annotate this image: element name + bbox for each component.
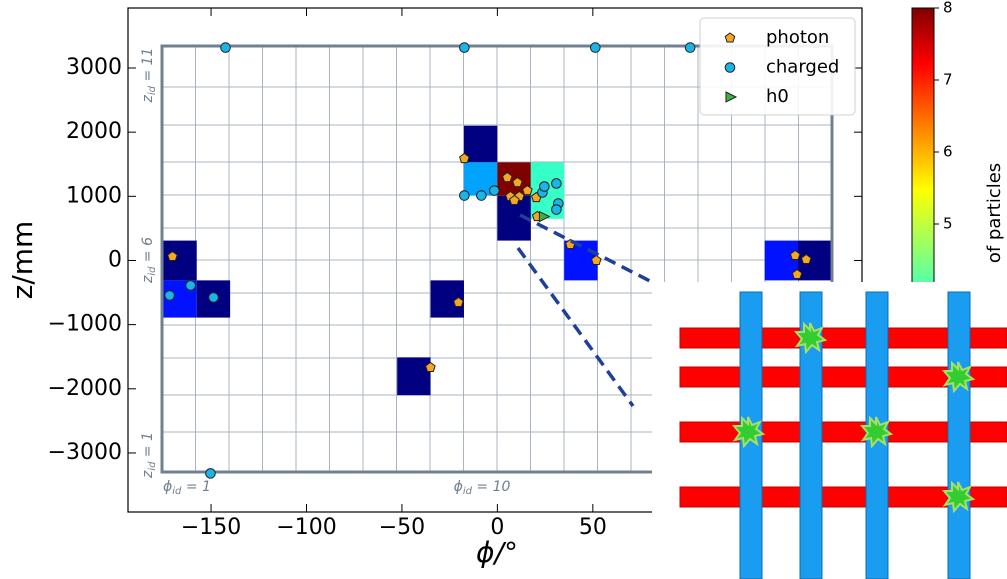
zoom-line (516, 246, 635, 408)
plot: zid = 11 zid = 6 zid = 1 ϕid = 1 ϕid = 10 −15… (6, 7, 863, 569)
annotation: ϕid = 1 (163, 479, 211, 497)
legend-marker (724, 32, 736, 43)
legend: photon charged h0 (699, 17, 856, 116)
x-tick-label: 50 (579, 515, 607, 540)
point (459, 42, 470, 53)
point (539, 181, 550, 192)
colorbar-tick-label: 7 (943, 71, 953, 89)
point (459, 190, 470, 201)
point (800, 253, 812, 264)
colorbar-label: of particles (984, 163, 1005, 263)
point (590, 42, 601, 53)
point (512, 176, 523, 188)
annotation: zid = 11 (140, 48, 158, 104)
y-tick-label: 1000 (66, 183, 122, 208)
colorbar-tick-label: 5 (943, 215, 953, 233)
point (476, 190, 487, 201)
point (205, 468, 216, 479)
y-tick-label: −1000 (48, 312, 122, 337)
legend-marker (724, 62, 736, 73)
point (501, 171, 513, 183)
inset (652, 282, 1007, 579)
cell (163, 240, 197, 281)
point (164, 290, 175, 301)
point (538, 210, 551, 223)
legend-box (699, 17, 856, 116)
legend-marker (725, 91, 738, 103)
point (425, 361, 436, 372)
legend-label: h0 (766, 86, 789, 107)
point (789, 249, 801, 261)
point (684, 42, 696, 53)
zoom-line (519, 213, 653, 284)
x-tick-label: 0 (490, 515, 504, 540)
point (459, 152, 470, 164)
y-tick-label: −3000 (48, 440, 122, 465)
point (453, 296, 464, 307)
point (551, 178, 562, 189)
point (590, 254, 602, 266)
x-tick-label: −50 (379, 515, 425, 540)
cell (463, 125, 498, 163)
annotation: ϕid = 10 (454, 479, 511, 497)
cell (397, 357, 431, 396)
y-tick-label: 2000 (66, 119, 122, 144)
annotation: zid = 1 (140, 432, 158, 479)
colorbar-ticks: 5 6 7 8 (934, 0, 953, 233)
point (551, 204, 562, 215)
y-axis-label: z/mm (6, 221, 39, 300)
point (185, 280, 196, 291)
colorbar-tick-label: 8 (943, 0, 953, 17)
point (208, 292, 219, 303)
x-tick-label: −100 (276, 515, 336, 540)
colorbar-tick-label: 6 (943, 143, 953, 161)
point (167, 250, 178, 262)
legend-label: charged (766, 57, 839, 78)
x-axis-label: ϕ/° (476, 536, 518, 569)
point (791, 268, 803, 280)
annotation: zid = 6 (140, 237, 158, 284)
point (522, 184, 533, 196)
x-tick-label: −150 (181, 515, 241, 540)
detector-border (160, 44, 834, 474)
point (220, 42, 231, 53)
y-tick-label: −2000 (48, 376, 122, 401)
legend-label: photon (766, 27, 829, 48)
y-tick-label: 3000 (66, 55, 122, 80)
point (509, 194, 520, 206)
y-tick-label: 0 (108, 247, 122, 272)
point (489, 185, 500, 196)
